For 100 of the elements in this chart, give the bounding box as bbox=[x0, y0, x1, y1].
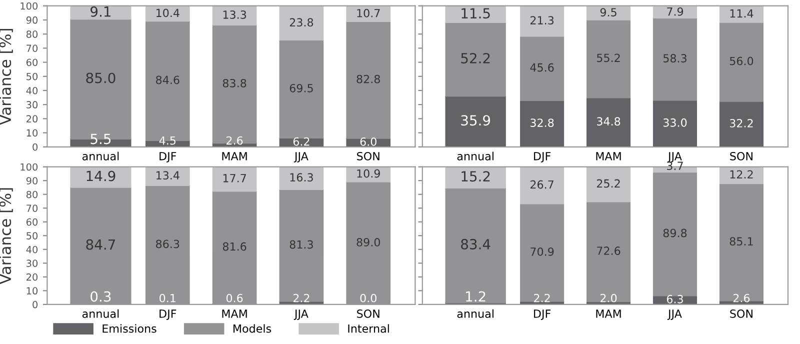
data-label: 34.8 bbox=[597, 117, 620, 126]
data-label: 32.8 bbox=[530, 118, 554, 127]
data-label: 84.6 bbox=[156, 76, 180, 84]
data-label: 32.2 bbox=[730, 119, 753, 128]
data-label: 11.5 bbox=[462, 8, 490, 19]
y-tick-label: 70 bbox=[26, 44, 38, 52]
x-tick-label: annual bbox=[457, 309, 494, 318]
x-tick-label: DJF bbox=[534, 152, 551, 162]
data-label: 45.6 bbox=[530, 63, 554, 72]
y-tick-label: 30 bbox=[26, 260, 38, 267]
y-tick-label: 60 bbox=[26, 58, 38, 66]
y-tick-label: 10 bbox=[26, 129, 38, 137]
y-tick-label: 100 bbox=[20, 2, 38, 10]
data-label: 3.7 bbox=[667, 162, 683, 170]
y-tick-label: 50 bbox=[26, 72, 38, 80]
x-tick-label: SON bbox=[730, 152, 752, 160]
data-label: 6.3 bbox=[666, 294, 683, 304]
data-label: 25.2 bbox=[596, 179, 620, 188]
x-tick-label: JJA bbox=[294, 152, 308, 162]
data-label: 52.2 bbox=[461, 52, 490, 64]
x-tick-label: JJA bbox=[667, 310, 682, 320]
x-tick-label: DJF bbox=[534, 310, 551, 320]
x-tick-label: annual bbox=[82, 309, 119, 318]
x-tick-label: DJF bbox=[160, 152, 176, 162]
x-tick-label: SON bbox=[357, 152, 380, 160]
data-label: 17.7 bbox=[223, 174, 246, 182]
y-tick-label: 20 bbox=[26, 115, 38, 123]
y-tick-label: 80 bbox=[26, 190, 38, 198]
y-tick-label: 60 bbox=[26, 218, 38, 226]
data-label: 35.9 bbox=[461, 115, 490, 126]
data-label: 0.0 bbox=[360, 294, 376, 302]
data-label: 0.1 bbox=[160, 294, 176, 302]
data-label: 85.1 bbox=[730, 237, 753, 246]
data-label: 13.4 bbox=[156, 171, 180, 180]
data-label: 13.3 bbox=[223, 10, 246, 19]
y-tick-label: 0 bbox=[32, 143, 38, 151]
legend-label: Internal bbox=[348, 324, 389, 333]
y-tick-label: 80 bbox=[26, 30, 38, 38]
x-tick-label: SON bbox=[357, 309, 380, 318]
x-tick-label: MAM bbox=[222, 310, 247, 318]
data-label: 6.2 bbox=[293, 137, 310, 146]
x-tick-label: DJF bbox=[160, 310, 176, 320]
data-label: 23.8 bbox=[290, 18, 314, 27]
data-label: 1.2 bbox=[466, 291, 486, 302]
y-tick-label: 0 bbox=[32, 300, 38, 308]
x-tick-label: MAM bbox=[596, 310, 621, 318]
y-tick-label: 20 bbox=[26, 273, 38, 281]
x-tick-label: JJA bbox=[294, 310, 308, 320]
data-label: 9.1 bbox=[90, 6, 110, 17]
data-label: 58.3 bbox=[663, 54, 686, 62]
data-label: 26.7 bbox=[530, 180, 554, 189]
y-tick-label: 70 bbox=[26, 204, 38, 212]
data-label: 86.3 bbox=[156, 240, 180, 248]
y-tick-label: 40 bbox=[26, 246, 38, 254]
y-tick-label: 40 bbox=[26, 86, 38, 94]
data-label: 5.5 bbox=[90, 134, 111, 144]
y-tick-label: 90 bbox=[26, 177, 38, 184]
data-label: 10.9 bbox=[357, 169, 380, 178]
data-label: 2.0 bbox=[600, 294, 617, 302]
x-tick-label: annual bbox=[457, 152, 494, 160]
data-label: 10.7 bbox=[357, 8, 380, 18]
data-label: 21.3 bbox=[530, 16, 554, 25]
data-label: 83.8 bbox=[222, 78, 246, 88]
x-tick-label: annual bbox=[82, 152, 119, 160]
data-label: 33.0 bbox=[663, 118, 687, 127]
data-label: 7.9 bbox=[667, 7, 684, 16]
data-label: 4.5 bbox=[159, 136, 176, 145]
data-label: 84.7 bbox=[86, 239, 116, 250]
data-label: 89.0 bbox=[356, 238, 380, 246]
y-tick-label: 10 bbox=[26, 287, 38, 295]
y-tick-label: 50 bbox=[26, 232, 38, 240]
data-label: 56.0 bbox=[730, 56, 754, 66]
y-tick-label: 30 bbox=[26, 101, 38, 108]
data-label: 6.0 bbox=[360, 137, 376, 146]
legend-label: Models bbox=[234, 324, 272, 333]
data-label: 9.5 bbox=[600, 8, 616, 16]
data-label: 2.6 bbox=[226, 136, 243, 145]
data-label: 12.2 bbox=[730, 170, 753, 178]
y-tick-label: 90 bbox=[26, 16, 38, 24]
data-label: 0.3 bbox=[90, 291, 111, 302]
data-label: 85.0 bbox=[86, 72, 116, 84]
legend-label: Emissions bbox=[102, 324, 156, 333]
x-tick-label: JJA bbox=[667, 152, 682, 162]
data-label: 10.4 bbox=[156, 8, 180, 18]
x-tick-label: MAM bbox=[596, 152, 621, 160]
data-label: 70.9 bbox=[530, 247, 554, 256]
data-label: 2.2 bbox=[293, 294, 310, 302]
data-label: 83.4 bbox=[461, 238, 490, 250]
data-label: 16.3 bbox=[290, 173, 313, 182]
data-label: 81.6 bbox=[222, 242, 246, 251]
y-tick-label: 100 bbox=[20, 163, 38, 171]
data-label: 72.6 bbox=[597, 246, 620, 255]
data-label: 14.9 bbox=[86, 170, 116, 182]
data-label: 2.6 bbox=[733, 294, 750, 302]
data-label: 11.4 bbox=[730, 9, 754, 18]
data-label: 69.5 bbox=[290, 84, 313, 92]
data-label: 15.2 bbox=[462, 171, 490, 182]
data-label: 81.3 bbox=[290, 240, 313, 249]
x-tick-label: MAM bbox=[222, 152, 247, 160]
data-label: 82.8 bbox=[356, 74, 380, 84]
